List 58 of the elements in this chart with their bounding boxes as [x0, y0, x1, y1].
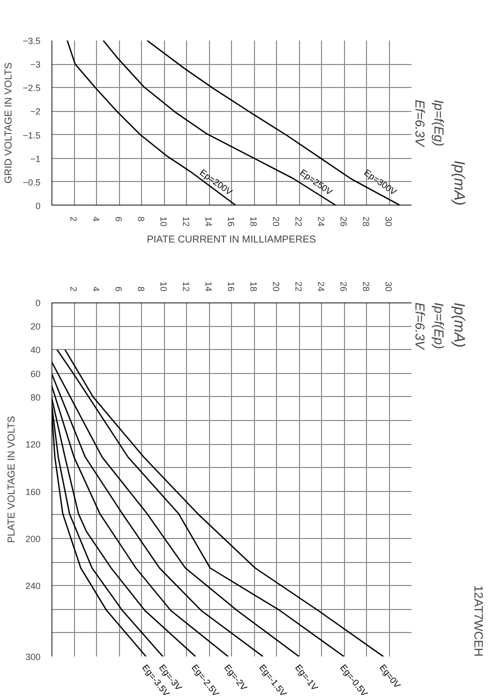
x-tick-label: 30 [384, 281, 394, 292]
y-tick-label: −0.5 [22, 177, 41, 188]
x-tick-label: 14 [204, 216, 214, 227]
y-tick-label: 240 [25, 581, 41, 592]
text: Ef=6.3V [412, 100, 428, 148]
y-tick-label: 0 [35, 201, 41, 211]
y-tick-label: −1.5 [22, 130, 41, 140]
x-tick-label: 8 [136, 216, 146, 222]
x-tick-label: 18 [248, 216, 258, 227]
text: Ip=f(Eg) [432, 100, 446, 146]
text: Ip(mA) [450, 160, 468, 206]
y-tick-label: 0 [35, 298, 41, 308]
x-tick-label: 28 [361, 281, 371, 292]
x-tick-label: 26 [338, 216, 348, 227]
x-tick-label: 16 [226, 216, 236, 227]
text: Ef=6.3V [412, 302, 428, 350]
x-tick-label: 12 [181, 281, 191, 292]
text: 12AT7WCEH [472, 585, 486, 657]
x-tick-label: 24 [316, 281, 326, 292]
y-tick-label: 120 [25, 440, 41, 450]
y-tick-label: 200 [25, 534, 41, 544]
x-tick-label: 12 [181, 216, 191, 227]
y-tick-label: −2 [30, 106, 41, 117]
text: Ip(mA) [450, 302, 468, 348]
x-tick-label: 2 [68, 286, 78, 292]
x-tick-label: 20 [271, 216, 281, 227]
x-tick-label: 22 [294, 281, 304, 292]
x-tick-label: 14 [204, 281, 214, 292]
x-tick-label: 10 [158, 281, 168, 292]
y-tick-label: 20 [30, 322, 41, 332]
x-tick-label: 18 [248, 281, 258, 292]
x-tick-label: 30 [384, 216, 394, 227]
x-tick-label: 8 [136, 286, 146, 292]
x-tick-label: 16 [226, 281, 236, 292]
text: Ip=f(Ep) [432, 302, 446, 350]
y-tick-label: 80 [30, 392, 41, 402]
y-tick-label: 160 [25, 486, 41, 497]
x-tick-label: 26 [338, 281, 348, 292]
x-tick-label: 6 [114, 216, 124, 222]
x-axis-title: PIATE CURRENT IN MILLIAMPERES [146, 234, 316, 246]
y-tick-label: 300 [25, 652, 41, 662]
x-tick-label: 24 [316, 216, 326, 227]
y-axis-title: PLATE VOLTAGE IN VOLTS [6, 416, 18, 544]
x-tick-label: 22 [294, 216, 304, 227]
x-tick-label: 6 [114, 286, 124, 292]
y-tick-label: 40 [30, 345, 41, 356]
y-tick-label: −1 [30, 154, 41, 164]
y-tick-label: −3 [30, 60, 41, 70]
x-tick-label: 4 [91, 286, 101, 292]
y-axis-title: GRID VOLTAGE IN VOLTS [4, 62, 15, 184]
y-tick-label: −3.5 [22, 36, 41, 46]
y-tick-label: −2.5 [22, 83, 41, 94]
x-tick-label: 4 [91, 216, 101, 222]
x-tick-label: 20 [271, 281, 281, 292]
x-tick-label: 10 [158, 216, 168, 227]
x-tick-label: 28 [361, 216, 371, 227]
x-tick-label: 2 [68, 216, 78, 222]
y-tick-label: 60 [30, 368, 41, 379]
